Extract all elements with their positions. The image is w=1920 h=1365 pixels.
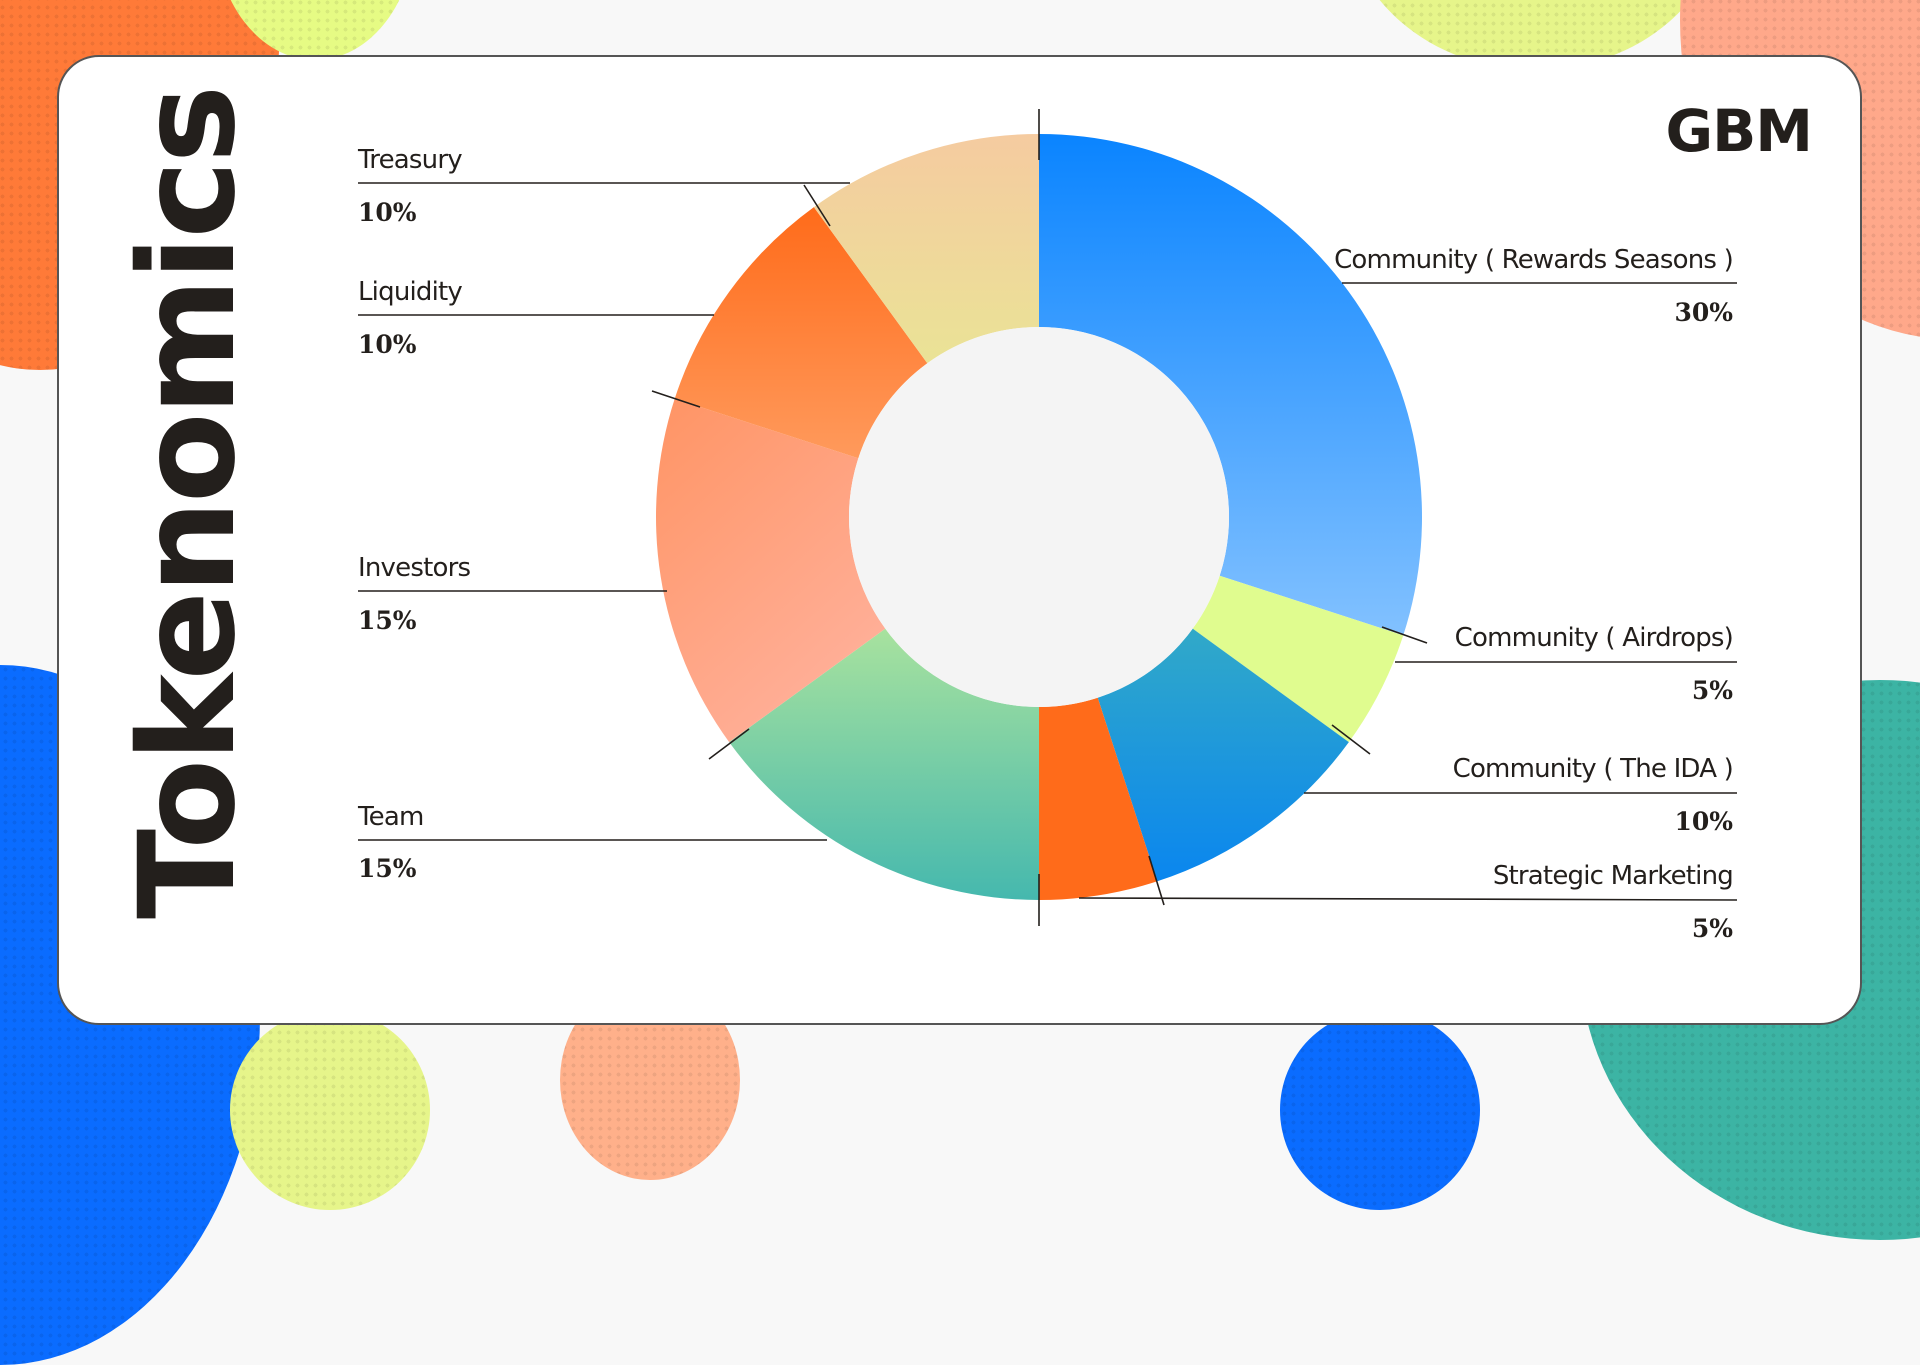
label-investors: Investors: [358, 553, 471, 583]
segment-liquidity: [674, 207, 928, 459]
label-community-ida: Community ( The IDA ): [1452, 754, 1734, 784]
pct-liquidity: 10%: [358, 330, 417, 359]
label-team: Team: [358, 802, 424, 832]
label-strategic-marketing: Strategic Marketing: [1492, 861, 1734, 891]
pct-community-rewards: 30%: [1674, 298, 1733, 327]
pct-community-ida: 10%: [1674, 807, 1733, 836]
pct-treasury: 10%: [358, 198, 417, 227]
label-community-rewards: Community ( Rewards Seasons ): [1334, 245, 1734, 275]
donut-hole: [849, 327, 1229, 707]
pct-strategic-marketing: 5%: [1691, 914, 1733, 943]
segment-strategic-marketing: [1039, 697, 1158, 900]
segment-investors: [656, 398, 886, 743]
segment-community-ida: [1097, 628, 1349, 882]
label-community-airdrops: Community ( Airdrops): [1454, 623, 1734, 653]
donut-chart: [358, 109, 1738, 926]
donut-segments: [656, 134, 1422, 900]
segment-team: [729, 628, 1039, 900]
label-liquidity: Liquidity: [358, 277, 463, 307]
page-title: Tokenomics: [111, 87, 265, 919]
pct-team: 15%: [358, 854, 417, 883]
segment-community-rewards: [1039, 134, 1422, 636]
gbm-logo: GBM: [1665, 97, 1813, 165]
label-treasury: Treasury: [358, 145, 463, 175]
pct-investors: 15%: [358, 606, 417, 635]
leader-lines: [358, 109, 1738, 926]
tokenomics-card: Tokenomics GBM Treasury 10% Liquidity 10…: [57, 55, 1862, 1025]
segment-treasury: [813, 134, 1039, 364]
bg-blob-blue-bottom-right: [1280, 1010, 1480, 1210]
segment-community-airdrops: [1192, 575, 1404, 743]
bg-blob-lime-bottom-left: [230, 1010, 430, 1210]
pct-community-airdrops: 5%: [1691, 676, 1733, 705]
